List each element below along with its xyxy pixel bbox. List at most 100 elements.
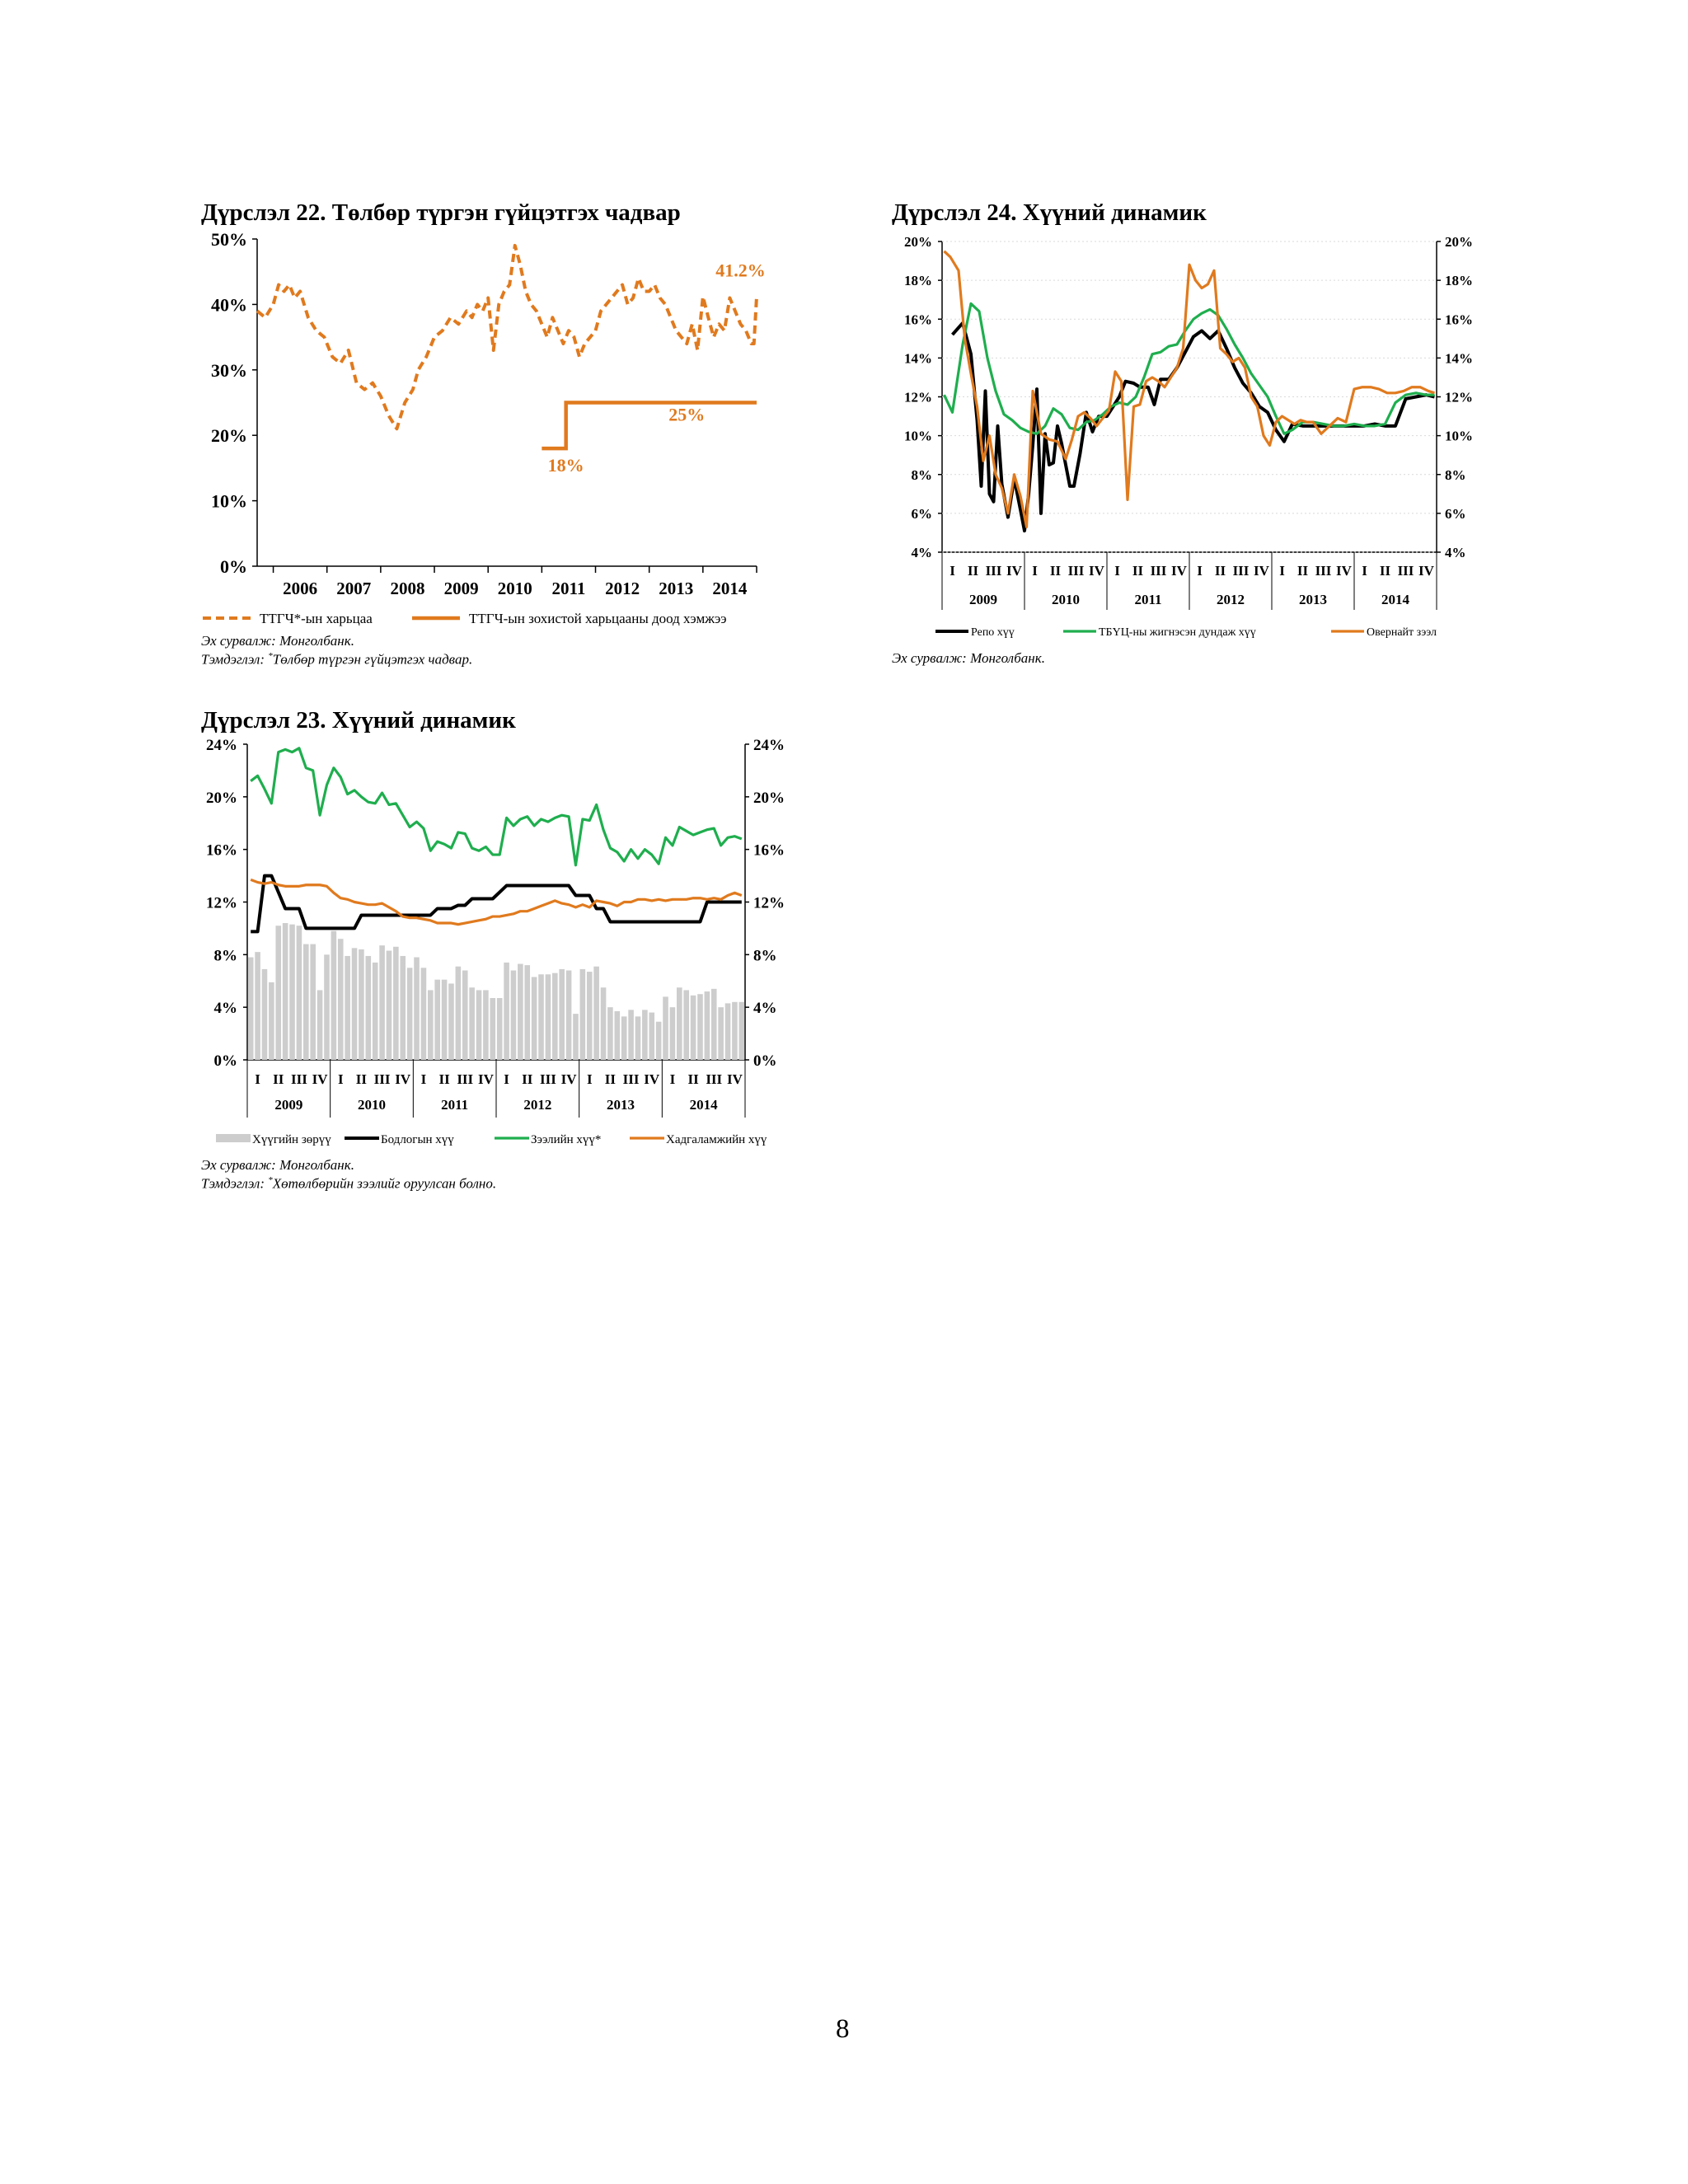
spread-bar bbox=[365, 955, 372, 1060]
spread-bar bbox=[372, 962, 378, 1060]
spread-bar bbox=[586, 972, 593, 1060]
quarter-label: III bbox=[1398, 563, 1414, 579]
spread-bar bbox=[697, 994, 703, 1060]
weighted-average-rate-line bbox=[943, 302, 1435, 435]
spread-bar bbox=[316, 990, 323, 1060]
lending-rate-line bbox=[250, 747, 743, 867]
y-tick-label: 10% bbox=[1445, 429, 1473, 444]
spread-bar bbox=[282, 923, 288, 1060]
y-tick-label: 24% bbox=[206, 737, 237, 754]
y-tick-label: 10% bbox=[211, 491, 247, 512]
y-tick-label: 16% bbox=[904, 312, 932, 327]
spread-bar bbox=[310, 944, 316, 1060]
spread-bar bbox=[621, 1016, 627, 1060]
spread-bar bbox=[552, 972, 558, 1060]
y-tick-label: 20% bbox=[753, 790, 785, 807]
spread-bar bbox=[510, 970, 517, 1060]
y-tick-label: 16% bbox=[1445, 312, 1473, 327]
y-tick-label: 24% bbox=[753, 737, 785, 754]
legend-label: Бодлогын хүү bbox=[381, 1133, 454, 1146]
spread-bar bbox=[531, 977, 537, 1060]
spread-bar bbox=[247, 957, 254, 1060]
spread-bar bbox=[303, 944, 309, 1060]
figure-23-note-text: Хөтөлбөрийн зээлийг оруулсан болно. bbox=[272, 1175, 497, 1192]
quarter-label: II bbox=[1132, 563, 1144, 579]
spread-bar bbox=[351, 948, 358, 1060]
y-tick-label: 0% bbox=[214, 1052, 238, 1070]
quarter-label: I bbox=[1197, 563, 1203, 579]
spread-bar bbox=[663, 996, 668, 1060]
quarter-label: IV bbox=[1006, 563, 1023, 579]
figure-22-source: Эх сурвалж: Монголбанк. bbox=[201, 633, 354, 649]
spread-bar bbox=[683, 990, 689, 1060]
figure-23-note-prefix: Тэмдэглэл: bbox=[201, 1175, 269, 1192]
legend-label: ТТГЧ*-ын харьцаа bbox=[260, 611, 373, 626]
spread-bar bbox=[331, 930, 337, 1060]
spread-bar bbox=[559, 968, 565, 1060]
y-tick-label: 12% bbox=[206, 895, 237, 912]
quarter-label: III bbox=[623, 1071, 640, 1087]
legend-label: Хүүгийн зөрүү bbox=[252, 1133, 331, 1146]
spread-bar bbox=[704, 991, 710, 1060]
y-tick-label: 14% bbox=[1445, 350, 1473, 366]
figure-24-title: Дүрслэл 24. Хүүний динамик bbox=[892, 199, 1207, 226]
spread-bar bbox=[275, 926, 282, 1060]
y-tick-label: 20% bbox=[1445, 234, 1473, 250]
spread-bar bbox=[345, 955, 350, 1060]
spread-bar bbox=[393, 946, 399, 1060]
spread-bar bbox=[359, 949, 364, 1060]
y-tick-label: 8% bbox=[1445, 467, 1466, 483]
quarter-label: I bbox=[1362, 563, 1367, 579]
year-label: 2010 bbox=[1052, 592, 1080, 607]
spread-bar bbox=[655, 1021, 662, 1060]
quarter-label: I bbox=[1114, 563, 1120, 579]
quarter-label: I bbox=[1279, 563, 1285, 579]
spread-bar bbox=[738, 1001, 745, 1060]
spread-bar bbox=[414, 957, 420, 1060]
quarter-label: I bbox=[255, 1071, 260, 1087]
x-tick-label: 2014 bbox=[712, 579, 748, 598]
spread-bar bbox=[406, 968, 413, 1060]
quarter-label: II bbox=[438, 1071, 450, 1087]
spread-bar bbox=[518, 963, 523, 1060]
spread-bar bbox=[455, 966, 462, 1060]
minimum-requirement-line bbox=[542, 401, 757, 451]
quarter-label: III bbox=[1068, 563, 1085, 579]
spread-bar bbox=[476, 990, 482, 1060]
spread-bar bbox=[690, 995, 696, 1060]
spread-bar bbox=[261, 968, 268, 1060]
quarter-label: I bbox=[587, 1071, 593, 1087]
legend-swatch-spread bbox=[216, 1134, 251, 1142]
spread-bar bbox=[565, 970, 572, 1060]
figure-23-source: Эх сурвалж: Монголбанк. bbox=[201, 1157, 354, 1173]
overnight-loan-line bbox=[943, 250, 1435, 528]
spread-bar bbox=[524, 965, 531, 1060]
y-tick-label: 6% bbox=[1445, 506, 1466, 522]
y-tick-label: 16% bbox=[206, 842, 237, 860]
quarter-label: II bbox=[522, 1071, 533, 1087]
figure-22-note-mark: * bbox=[268, 651, 273, 661]
year-label: 2012 bbox=[1217, 592, 1245, 607]
y-tick-label: 4% bbox=[1445, 545, 1466, 560]
year-label: 2014 bbox=[1381, 592, 1410, 607]
data-label: 41.2% bbox=[715, 260, 766, 280]
quarter-label: IV bbox=[727, 1071, 743, 1087]
quarter-label: III bbox=[706, 1071, 722, 1087]
legend-label: ТТГЧ-ын зохистой харьцааны доод хэмжээ bbox=[469, 611, 727, 626]
spread-bar bbox=[462, 970, 468, 1060]
quarter-label: I bbox=[670, 1071, 676, 1087]
spread-bar bbox=[255, 952, 260, 1060]
spread-bar bbox=[677, 987, 682, 1060]
spread-bar bbox=[614, 1010, 621, 1060]
legend-label: Хадгаламжийн хүү bbox=[666, 1133, 767, 1146]
quarter-label: III bbox=[1151, 563, 1167, 579]
spread-bar bbox=[483, 990, 489, 1060]
x-tick-label: 2009 bbox=[444, 579, 479, 598]
quarter-label: III bbox=[986, 563, 1002, 579]
quarter-label: IV bbox=[1089, 563, 1105, 579]
quarter-label: II bbox=[687, 1071, 699, 1087]
y-tick-label: 18% bbox=[1445, 273, 1473, 288]
page-number: 8 bbox=[836, 2014, 850, 2044]
year-label: 2009 bbox=[274, 1097, 302, 1113]
